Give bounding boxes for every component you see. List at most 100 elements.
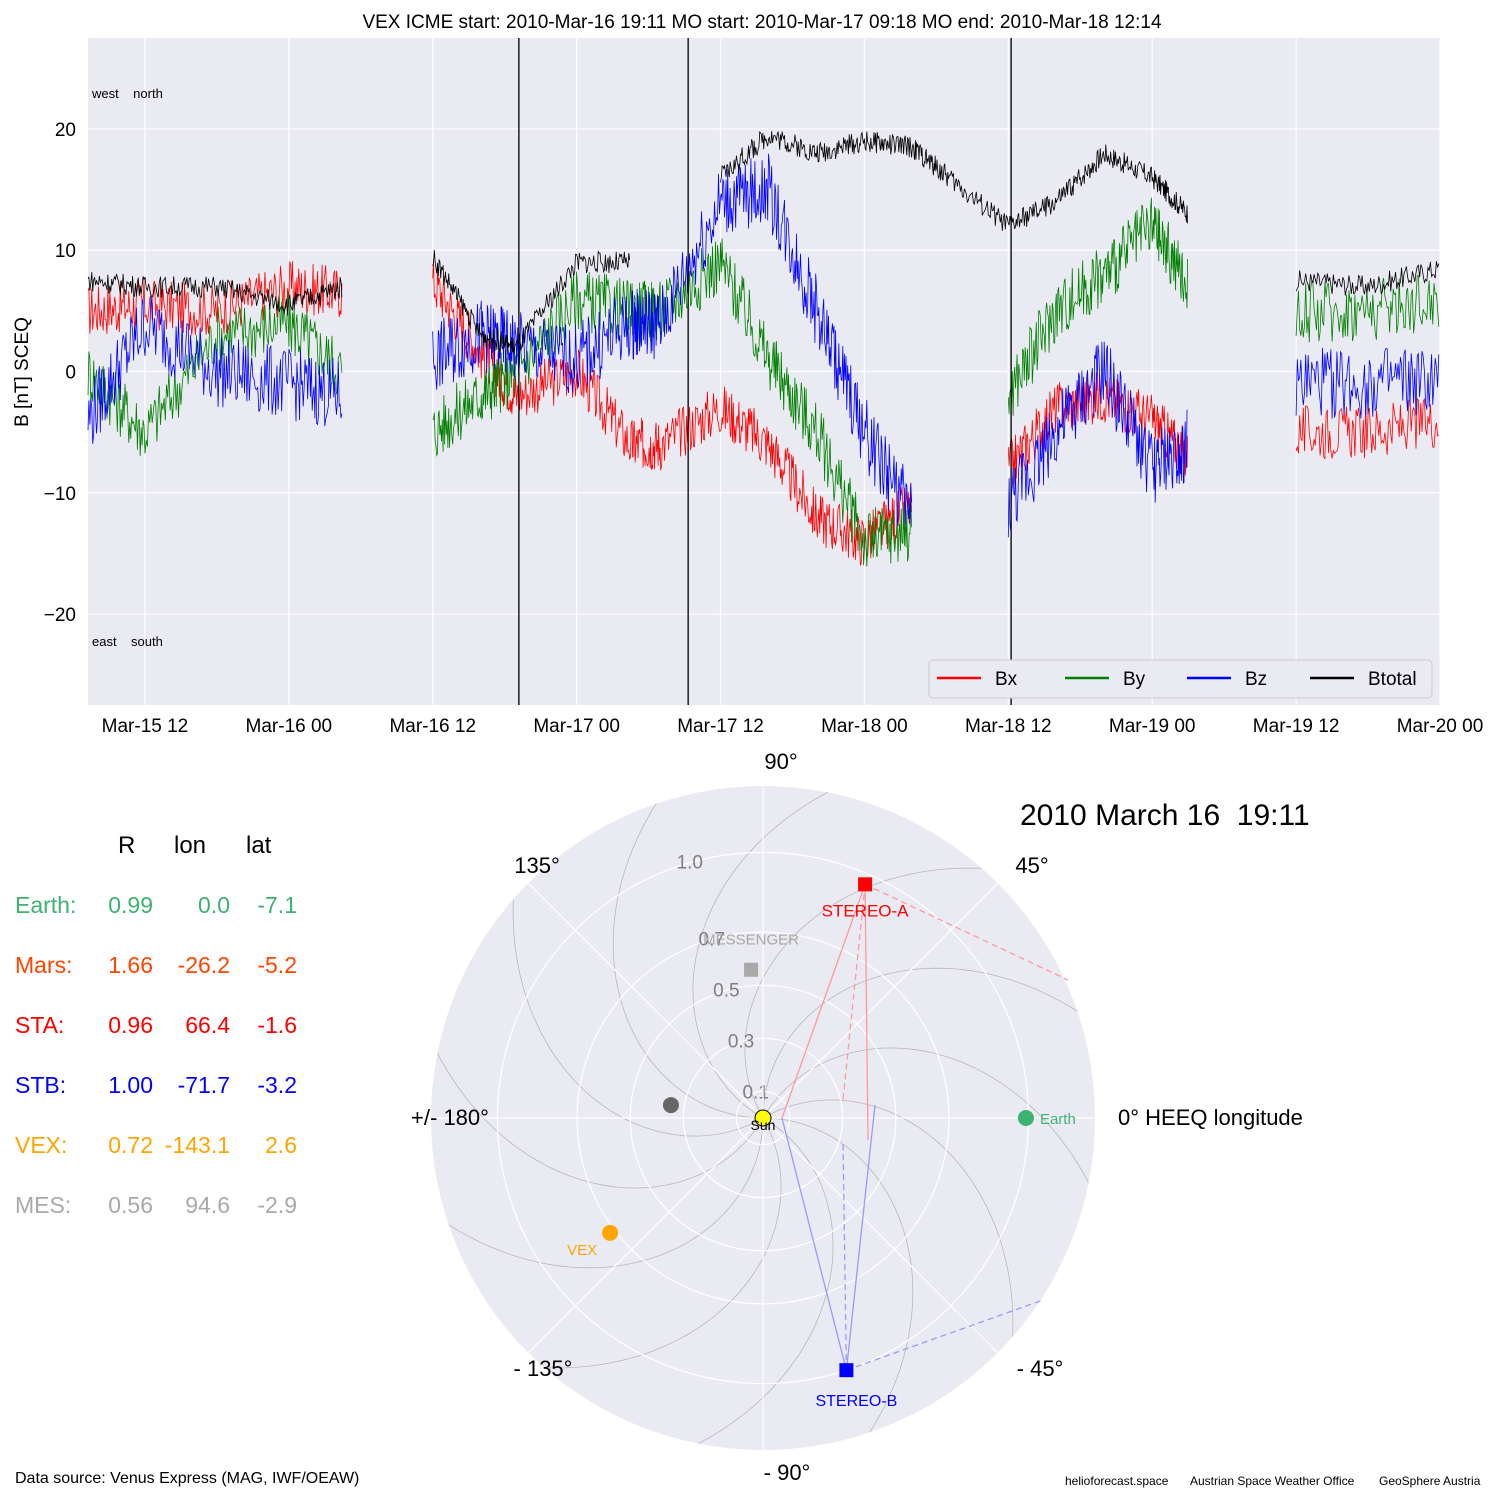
series-line-bz <box>1007 341 1188 538</box>
parker-spiral <box>753 1117 914 1450</box>
table-cell-lon: -26.2 <box>177 952 230 978</box>
field-of-view-lines <box>781 883 1069 1371</box>
series-line-bz <box>432 153 912 527</box>
parker-spiral <box>762 967 1095 1128</box>
table-cell-lat: -7.1 <box>257 892 297 918</box>
fov-line <box>842 1139 848 1371</box>
credit-helioforecast: helioforecast.space <box>1065 1474 1169 1488</box>
table-cell-lat: 2.6 <box>265 1132 297 1158</box>
sun-marker <box>754 1109 772 1127</box>
series-line-by <box>87 292 343 456</box>
plot-title: VEX ICME start: 2010-Mar-16 19:11 MO sta… <box>362 12 1162 33</box>
angle-label: - 135° <box>514 1356 573 1381</box>
angular-gridline <box>527 882 764 1119</box>
timeseries-grid <box>88 38 1441 705</box>
fov-line <box>842 884 866 1101</box>
header-lat: lat <box>246 832 272 859</box>
table-cell-r: 0.72 <box>108 1132 153 1158</box>
angle-label: 45° <box>1015 853 1048 878</box>
series-line-btotal <box>720 130 1188 231</box>
series-line-by <box>1295 275 1440 343</box>
series-line-btotal <box>87 272 343 316</box>
y-tick-label: 0 <box>65 363 76 384</box>
table-cell-name: Mars: <box>15 952 73 978</box>
series-line-bz <box>87 294 343 444</box>
angle-label: 0° HEEQ longitude <box>1118 1105 1303 1130</box>
snapshot-date: 2010 March 16 19:11 <box>1020 799 1310 832</box>
messenger-label: MESSENGER <box>703 932 799 949</box>
table-cell-r: 1.66 <box>108 952 153 978</box>
table-cell-name: VEX: <box>15 1132 68 1158</box>
polar-grid: 0.1 0.3 0.5 0.7 1.0 <box>431 786 1095 1450</box>
series-line-by <box>1007 197 1188 416</box>
series-line-bx <box>87 261 343 336</box>
fov-line <box>864 883 1069 981</box>
fov-line <box>864 884 869 1141</box>
table-cell-lon: -143.1 <box>164 1132 230 1158</box>
credit-geosphere: GeoSphere Austria <box>1379 1474 1481 1488</box>
x-tick-label: Mar-17 12 <box>677 716 764 737</box>
angle-label: 90° <box>764 749 797 774</box>
unlabeled-marker <box>662 1097 679 1114</box>
polar-plot: 0.1 0.3 0.5 0.7 1.0 Sun Earth STEREO-A STEREO-B… <box>411 749 1310 1485</box>
vex-label: VEX <box>567 1242 597 1259</box>
stereo-b-marker <box>839 1363 854 1378</box>
y-tick-label: −20 <box>44 605 76 626</box>
event-lines <box>518 38 1012 705</box>
legend-label-bx: Bx <box>995 669 1018 690</box>
table-cell-lat: -3.2 <box>257 1072 297 1098</box>
radial-tick-label: 1.0 <box>677 853 703 874</box>
series-line-bx <box>1295 397 1440 460</box>
y-tick-label: 20 <box>55 120 76 141</box>
legend-frame <box>928 659 1433 699</box>
table-cell-r: 0.99 <box>108 892 153 918</box>
stereo-b-label: STEREO-B <box>815 1393 897 1410</box>
legend-label-bz: Bz <box>1245 669 1267 690</box>
header-r: R <box>118 832 136 859</box>
series-line-by <box>432 238 912 567</box>
table-cell-lat: -2.9 <box>257 1192 297 1218</box>
series-line-btotal <box>1295 261 1440 296</box>
table-cell-name: STB: <box>15 1072 67 1098</box>
table-cell-lon: -71.7 <box>177 1072 230 1098</box>
radial-tick-label: 0.3 <box>728 1031 754 1052</box>
table-cell-name: STA: <box>15 1012 65 1038</box>
radial-tick-label: 0.7 <box>699 929 725 950</box>
vex-marker <box>602 1224 619 1241</box>
planet-markers: Sun Earth STEREO-A STEREO-B VEX MESSENGER <box>567 877 1076 1410</box>
data-source: Data source: Venus Express (MAG, IWF/OEA… <box>15 1470 360 1487</box>
x-tick-label: Mar-19 00 <box>1109 716 1196 737</box>
timeseries-lines <box>87 130 1440 567</box>
x-tick-label: Mar-20 00 <box>1397 716 1484 737</box>
parker-spiral <box>431 1108 764 1269</box>
table-cell-lon: 66.4 <box>185 1012 230 1038</box>
fov-line <box>781 1117 848 1371</box>
radial-tick-label: 0.1 <box>742 1082 768 1103</box>
table-cell-lat: -5.2 <box>257 952 297 978</box>
x-tick-label: Mar-15 12 <box>102 716 189 737</box>
fov-line <box>781 884 866 1119</box>
stereo-a-label: STEREO-A <box>822 901 910 920</box>
angle-label: - 90° <box>764 1460 811 1485</box>
annotation-east-south: east south <box>92 634 163 649</box>
table-cell-r: 1.00 <box>108 1072 153 1098</box>
series-line-btotal <box>432 249 631 355</box>
fov-line <box>846 1299 1044 1371</box>
x-tick-label: Mar-16 12 <box>389 716 476 737</box>
credit-aswo: Austrian Space Weather Office <box>1190 1474 1355 1488</box>
polar-labels: 0° HEEQ longitude 45° 90° 135° +/- 180° - 135… <box>411 749 1303 1485</box>
angle-label: +/- 180° <box>411 1105 489 1130</box>
x-tick-label: Mar-17 00 <box>533 716 620 737</box>
y-tick-label: −10 <box>44 484 76 505</box>
table-cell-r: 0.56 <box>108 1192 153 1218</box>
y-tick-label: 10 <box>55 241 76 262</box>
table-cell-lon: 94.6 <box>185 1192 230 1218</box>
timeseries-plot: −20 −10 0 10 20 Mar-15 12 Mar-16 00 Mar-16 12 Ma… <box>12 12 1483 737</box>
stereo-a-marker <box>858 877 873 892</box>
radial-tick-label: 0.5 <box>713 980 739 1001</box>
x-tick-label: Mar-19 12 <box>1253 716 1340 737</box>
x-tick-label: Mar-18 12 <box>965 716 1052 737</box>
angle-label: - 45° <box>1017 1356 1064 1381</box>
earth-label: Earth <box>1040 1111 1076 1128</box>
